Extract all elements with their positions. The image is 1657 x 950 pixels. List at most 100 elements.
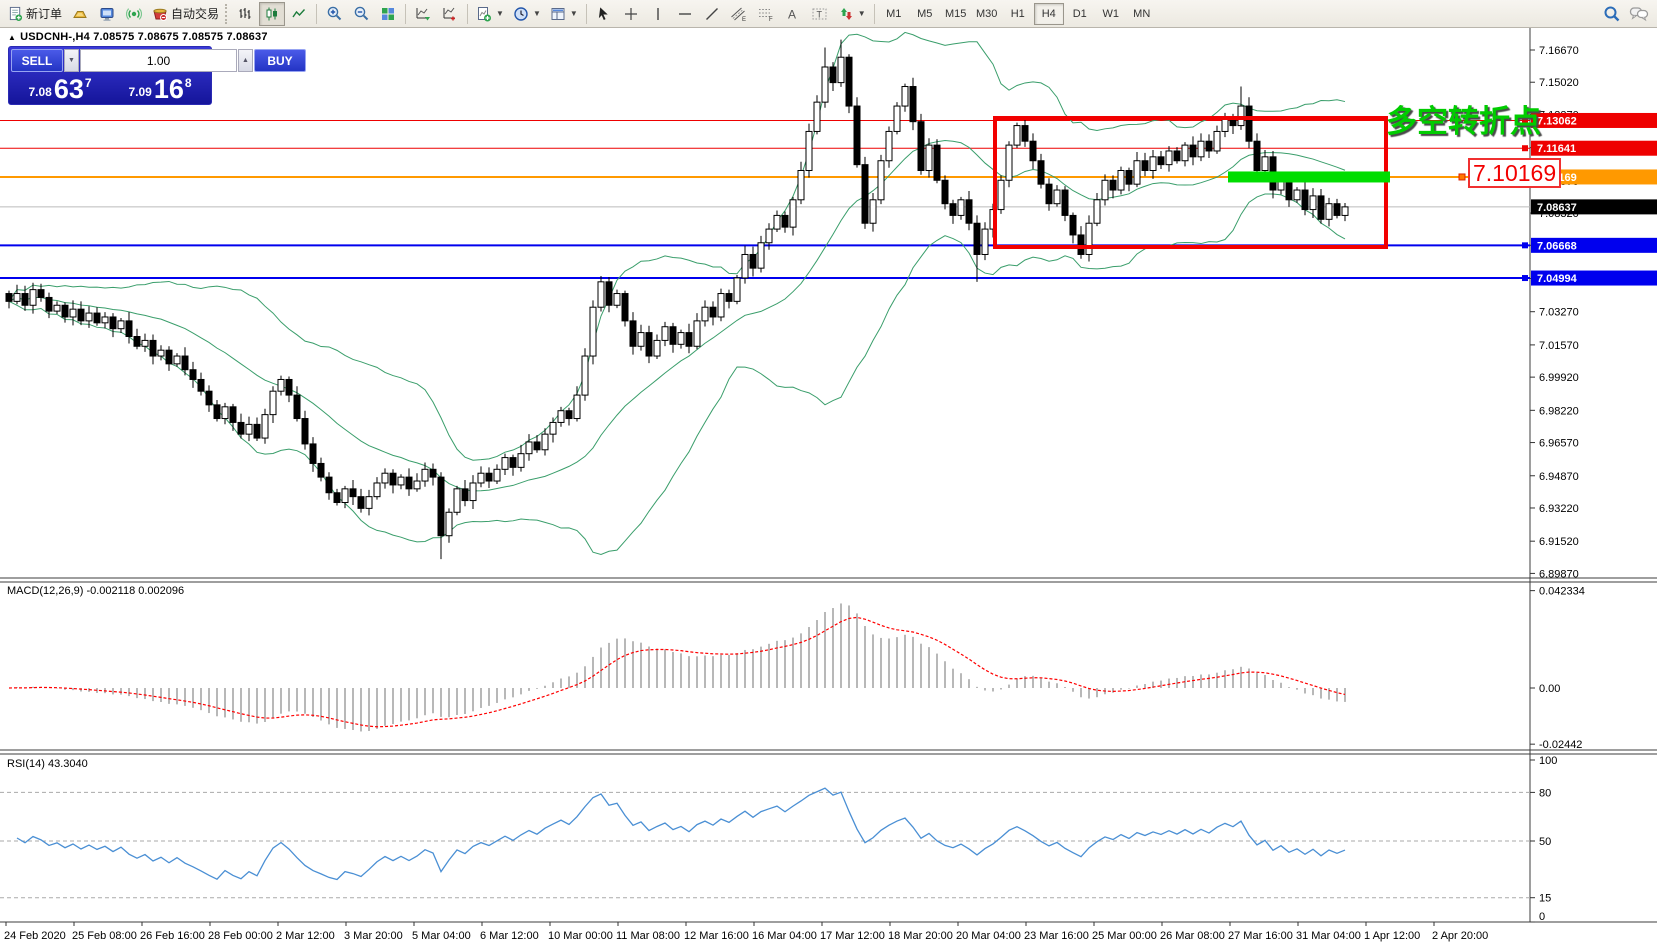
toolbar-separator [405, 3, 407, 24]
collapse-icon[interactable]: ▲ [8, 33, 17, 42]
templates-button[interactable]: ▼ [546, 2, 582, 26]
sell-price-big: 63 [53, 74, 84, 104]
cursor-button[interactable] [591, 2, 617, 26]
time-axis-label: 11 Mar 08:00 [616, 930, 680, 942]
vertical-line-icon [657, 7, 659, 20]
turning-point-annotation[interactable]: 多空转折点 [1386, 104, 1541, 139]
fibonacci-button[interactable]: F [753, 2, 779, 26]
crosshair-button[interactable] [618, 2, 644, 26]
horizontal-line-button[interactable] [672, 2, 698, 26]
svg-text:T: T [817, 9, 823, 19]
line-chart-icon [292, 8, 306, 17]
buy-price-big: 16 [153, 74, 184, 104]
tile-windows-button[interactable] [375, 2, 401, 26]
volume-decrease-button[interactable]: ▼ [64, 49, 79, 72]
macd-tick-label: 0.00 [1539, 683, 1560, 695]
buy-price[interactable]: 7.09 16 8 [111, 73, 209, 103]
auto-trading-button[interactable]: 自动交易 [148, 2, 223, 26]
signals-button[interactable] [121, 2, 147, 26]
timeframe-h4-button[interactable]: H4 [1033, 2, 1064, 25]
price-tick-label: 6.98220 [1539, 405, 1579, 417]
price-tag-label: 7.04994 [1537, 273, 1578, 285]
timeframe-m5-button[interactable]: M5 [910, 3, 940, 25]
line-handle [1522, 145, 1528, 152]
timeframe-w1-button[interactable]: W1 [1096, 3, 1126, 25]
price-tag-label: 7.13062 [1537, 115, 1577, 127]
timeframe-m30-button[interactable]: M30 [972, 3, 1002, 25]
symbol-ohlc-text: USDCNH-,H4 7.08575 7.08675 7.08575 7.086… [20, 31, 268, 43]
text-icon: A [788, 7, 796, 21]
trendline-button[interactable] [699, 2, 725, 26]
rsi-tick-label: 50 [1539, 836, 1551, 848]
buy-button[interactable]: BUY [254, 49, 306, 72]
periods-button[interactable]: ▼ [509, 2, 545, 26]
toolbar-separator [873, 3, 875, 24]
text-button[interactable]: A [780, 2, 806, 26]
buy-price-sup: 8 [184, 76, 192, 90]
equidistant-channel-button[interactable]: E [726, 2, 752, 26]
zoom-in-button[interactable] [321, 2, 347, 26]
price-tick-label: 6.94870 [1539, 471, 1579, 483]
sell-price-sup: 7 [84, 76, 92, 90]
search-icon [1604, 6, 1620, 21]
bar-chart-button[interactable] [232, 2, 258, 26]
arrows-button[interactable]: ▼ [834, 2, 870, 26]
price-tick-label: 6.93220 [1539, 503, 1579, 515]
dropdown-arrow-icon: ▼ [857, 9, 866, 18]
terminal-icon [100, 7, 114, 21]
time-axis-label: 31 Mar 04:00 [1296, 930, 1361, 942]
time-axis-label: 2 Apr 20:00 [1432, 930, 1488, 942]
toolbar-separator [585, 3, 587, 24]
chat-button[interactable] [1625, 2, 1653, 26]
time-axis-label: 12 Mar 16:00 [684, 930, 749, 942]
vertical-line-button[interactable] [645, 2, 671, 26]
auto-trading-icon [153, 8, 168, 21]
candlestick-chart-button[interactable] [259, 1, 286, 26]
svg-text:F: F [769, 17, 773, 22]
auto-scroll-button[interactable] [410, 2, 436, 26]
price-tag [1531, 112, 1657, 128]
time-axis-label: 18 Mar 20:00 [888, 930, 953, 942]
new-order-icon [9, 6, 23, 21]
time-axis-label: 3 Mar 20:00 [344, 930, 403, 942]
macd-indicator-label: MACD(12,26,9) -0.002118 0.002096 [7, 585, 185, 597]
clock-icon [514, 6, 528, 21]
time-axis-label: 25 Mar 00:00 [1092, 930, 1157, 942]
volume-input[interactable] [80, 49, 237, 72]
search-button[interactable] [1599, 2, 1625, 26]
timeframe-m1-button[interactable]: M1 [879, 3, 909, 25]
timeframe-mn-button[interactable]: MN [1127, 3, 1157, 25]
fibonacci-icon: F [759, 8, 773, 22]
sell-button[interactable]: SELL [11, 49, 63, 72]
line-chart-button[interactable] [286, 2, 312, 26]
indicators-button[interactable]: ▼ [472, 2, 508, 26]
svg-text:E: E [742, 17, 746, 22]
price-tag [1531, 237, 1657, 253]
templates-icon [551, 7, 565, 20]
timeframe-h1-button[interactable]: H1 [1003, 3, 1033, 25]
time-axis-label: 23 Mar 16:00 [1024, 930, 1089, 942]
zoom-out-button[interactable] [348, 2, 374, 26]
chart-shift-button[interactable] [437, 2, 463, 26]
new-order-button[interactable]: 新订单 [4, 2, 66, 26]
sell-price-small: 7.08 [28, 85, 52, 99]
price-tag-label: 7.06668 [1537, 240, 1577, 252]
time-axis-label: 1 Apr 12:00 [1364, 930, 1420, 942]
text-label-button[interactable]: T [807, 2, 833, 26]
chat-icon [1629, 6, 1649, 21]
volume-increase-button[interactable]: ▲ [238, 49, 253, 72]
time-axis-label: 17 Mar 12:00 [820, 930, 885, 942]
bollinger-band [8, 193, 1346, 555]
layouts-button[interactable] [67, 2, 93, 26]
timeframe-d1-button[interactable]: D1 [1065, 3, 1095, 25]
price-chart[interactable]: 7.166707.150207.133707.116707.099707.083… [0, 28, 1657, 950]
indicators-icon [478, 6, 492, 21]
price-callout-label[interactable]: 7.10169 [1468, 158, 1562, 188]
sell-price[interactable]: 7.08 63 7 [11, 73, 109, 103]
green-highlight-bar [1228, 171, 1390, 183]
rsi-line [16, 787, 1346, 881]
timeframe-m15-button[interactable]: M15 [941, 3, 971, 25]
dropdown-arrow-icon: ▼ [569, 9, 578, 18]
terminal-button[interactable] [94, 2, 120, 26]
buy-price-small: 7.09 [128, 85, 152, 99]
